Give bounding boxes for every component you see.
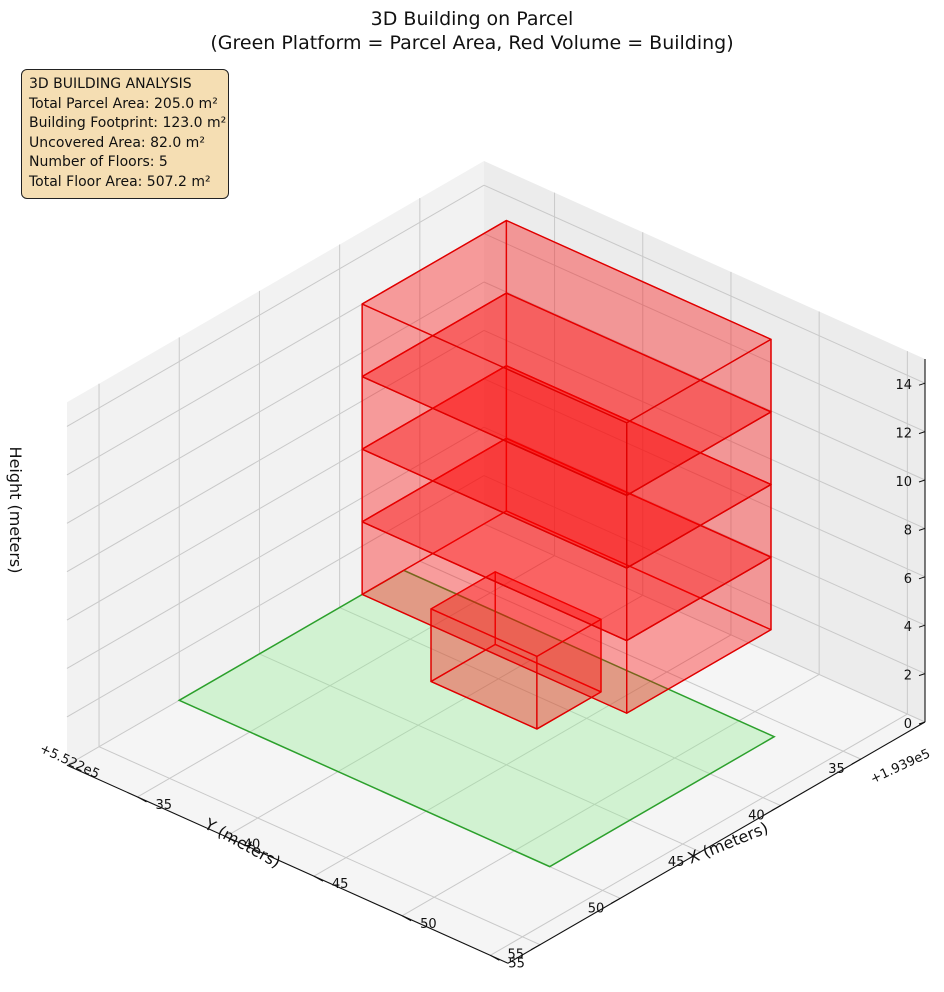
- chart-title: 3D Building on Parcel: [371, 8, 574, 30]
- grid-line-z-left: [483, 523, 926, 723]
- grid-line-z-left: [483, 475, 926, 675]
- z-tick-mark: [918, 576, 926, 580]
- y-tick-label: 35: [828, 762, 845, 777]
- x-tick-label: 50: [420, 917, 437, 932]
- grid-line-y-floor: [98, 746, 541, 946]
- x-tick-mark: [401, 915, 412, 922]
- grid-line-z-left: [483, 329, 926, 529]
- y-tick-mark: [691, 851, 701, 858]
- floor-face-top: [361, 219, 772, 424]
- building-floor-4: [361, 292, 772, 569]
- y-tick-mark: [851, 758, 862, 765]
- x-tick-mark: [490, 954, 500, 961]
- x-tick-label: 45: [332, 877, 349, 892]
- grid-line-z-right: [66, 281, 485, 524]
- x-tick-label: 55: [508, 956, 525, 971]
- parcel-polygon: [177, 569, 776, 868]
- infobox-floors: Number of Floors: 5: [29, 154, 168, 170]
- grid-line-y-floor: [259, 653, 701, 853]
- infobox-floor-area: Total Floor Area: 507.2 m²: [29, 173, 211, 190]
- building-floor-2: [361, 437, 772, 714]
- infobox-title: 3D BUILDING ANALYSIS: [29, 76, 192, 92]
- grid-line-z-right: [66, 475, 485, 718]
- grid-line-z-left: [483, 233, 926, 433]
- x-tick-label: 35: [156, 798, 173, 813]
- x-tick-mark: [313, 875, 324, 882]
- building-floor-5: [361, 219, 772, 497]
- z-tick-label: 2: [904, 669, 912, 684]
- y-tick-mark: [771, 805, 781, 811]
- building-floor-3: [361, 365, 772, 642]
- pane-back-left: [484, 161, 925, 722]
- infobox-footprint: Building Footprint: 123.0 m²: [29, 115, 227, 131]
- infobox-parcel-area: Total Parcel Area: 205.0 m²: [29, 95, 218, 112]
- grid-line-x-floor: [137, 555, 555, 798]
- grid-line-z-right: [66, 329, 485, 573]
- z-tick-mark: [918, 721, 926, 725]
- y-tick-label: 50: [588, 901, 605, 916]
- y-tick-mark: [610, 897, 621, 904]
- z-tick-label: 0: [904, 717, 912, 732]
- z-tick-mark: [918, 431, 926, 435]
- analysis-infobox: 3D BUILDING ANALYSIS Total Parcel Area: …: [21, 69, 229, 199]
- z-tick-mark: [918, 382, 926, 386]
- z-tick-mark: [918, 527, 926, 531]
- y-tick-label: 55: [507, 948, 524, 963]
- z-tick-label: 10: [895, 475, 912, 490]
- z-tick-label: 6: [904, 572, 912, 587]
- z-tick-label: 4: [904, 620, 912, 635]
- grid-line-z-left: [483, 378, 926, 578]
- x-tick-label: 40: [244, 838, 261, 853]
- x-offset-label: +1.939e5: [868, 746, 933, 787]
- z-tick-mark: [918, 479, 926, 483]
- grid-line-z-left: [483, 426, 926, 626]
- chart-subtitle: (Green Platform = Parcel Area, Red Volum…: [210, 32, 733, 54]
- floor-face-top: [430, 571, 602, 658]
- x-tick-mark: [137, 796, 147, 803]
- grid-line-y-floor: [339, 607, 781, 806]
- z-tick-label: 14: [895, 378, 912, 393]
- grid-line-z-right: [66, 184, 485, 427]
- parcel-platform: [177, 569, 776, 868]
- z-tick-mark: [918, 624, 926, 628]
- building-floor-1: [430, 571, 602, 730]
- tick-labels: 35 40 45 50 55 35 40 45 50 55 0 2 4 6 8 10 12 14: [137, 378, 926, 971]
- x-tick-mark: [225, 836, 235, 842]
- grid-line-x-floor: [313, 634, 732, 877]
- z-tick-mark: [918, 673, 926, 677]
- y-tick-label: 40: [748, 809, 765, 824]
- grid-line-z-left: [483, 281, 926, 481]
- y-tick-label: 45: [668, 855, 685, 870]
- z-tick-label: 8: [904, 523, 912, 538]
- grid-line-x-floor: [401, 674, 820, 917]
- infobox-uncovered: Uncovered Area: 82.0 m²: [29, 134, 205, 151]
- building-volume: [361, 219, 772, 730]
- grid-line-z-right: [66, 426, 485, 669]
- grid-line-z-left: [483, 184, 926, 384]
- z-tick-label: 12: [895, 427, 912, 442]
- y-tick-mark: [530, 944, 541, 951]
- pane-floor: [67, 524, 925, 964]
- grid-line-y-floor: [419, 560, 862, 760]
- z-axis-label: Height (meters): [6, 447, 25, 574]
- grid-line-x-floor: [490, 713, 908, 956]
